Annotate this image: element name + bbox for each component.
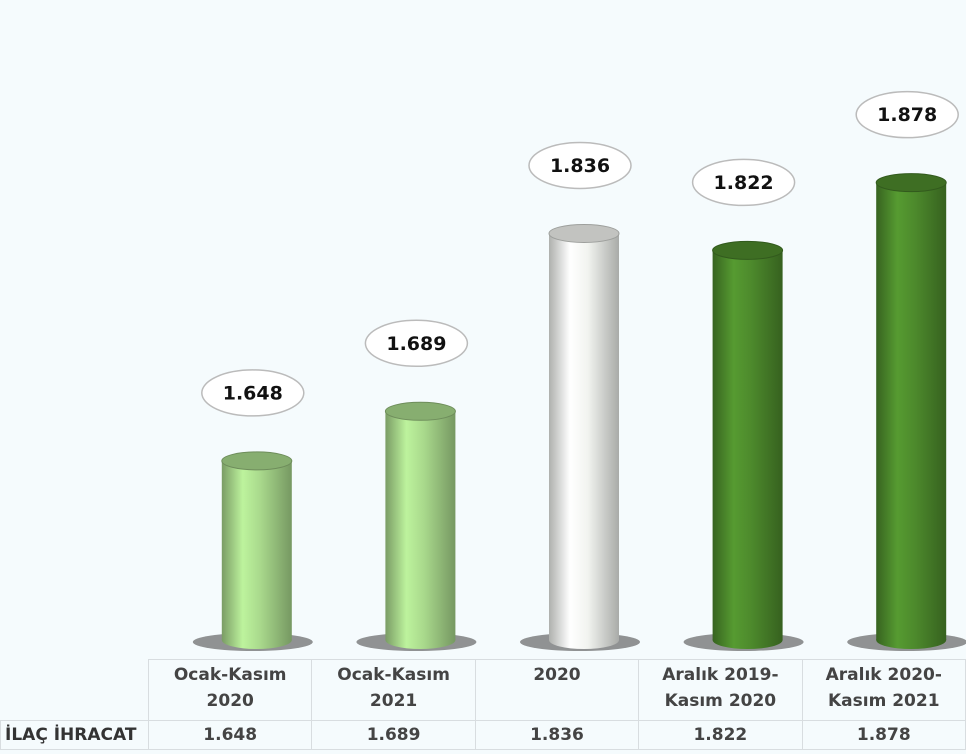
label-bubble <box>528 141 632 190</box>
data-label: 1.836 <box>550 155 610 177</box>
label-bubble <box>364 319 469 368</box>
data-label: 1.648 <box>223 382 283 404</box>
category-label: Aralık 2020-Kasım 2021 <box>801 659 966 721</box>
data-label: 1.878 <box>877 104 937 126</box>
bar-top <box>548 223 620 243</box>
label-bubble <box>855 90 959 139</box>
category-label: 2020 <box>474 659 640 721</box>
label-bubble <box>691 158 796 207</box>
series-name: İLAÇ İHRACAT <box>0 720 149 750</box>
label-bubble <box>201 369 305 417</box>
data-label: 1.689 <box>386 333 446 355</box>
category-label: Ocak-Kasım 2021 <box>311 659 476 721</box>
header-row: Ocak-Kasım 2020 Ocak-Kasım 2021 2020 Aralık… <box>0 659 966 721</box>
data-row: İLAÇ İHRACAT 1.648 1.689 1.836 1.822 1.878 <box>0 720 966 750</box>
table-value: 1.689 <box>311 720 476 750</box>
bar-top <box>384 401 456 421</box>
empty-cell <box>0 659 149 721</box>
bar <box>221 460 292 640</box>
table-value: 1.822 <box>638 720 803 750</box>
table-value: 1.648 <box>147 720 313 750</box>
category-label: Ocak-Kasım 2020 <box>147 659 313 721</box>
bar-top <box>875 173 947 193</box>
bar <box>385 411 456 640</box>
data-label: 1.822 <box>714 172 774 194</box>
table-value: 1.878 <box>801 720 966 750</box>
bar-top <box>221 451 293 471</box>
category-label: Aralık 2019-Kasım 2020 <box>638 659 803 721</box>
table-value: 1.836 <box>474 720 640 750</box>
chart: 1.648 1.689 1.836 1.822 1.878 <box>192 90 966 651</box>
bar <box>549 233 619 640</box>
bar <box>876 182 947 640</box>
bar <box>712 250 783 640</box>
data-table: Ocak-Kasım 2020 Ocak-Kasım 2021 2020 Aralık… <box>0 659 966 750</box>
bar-top <box>712 240 784 260</box>
